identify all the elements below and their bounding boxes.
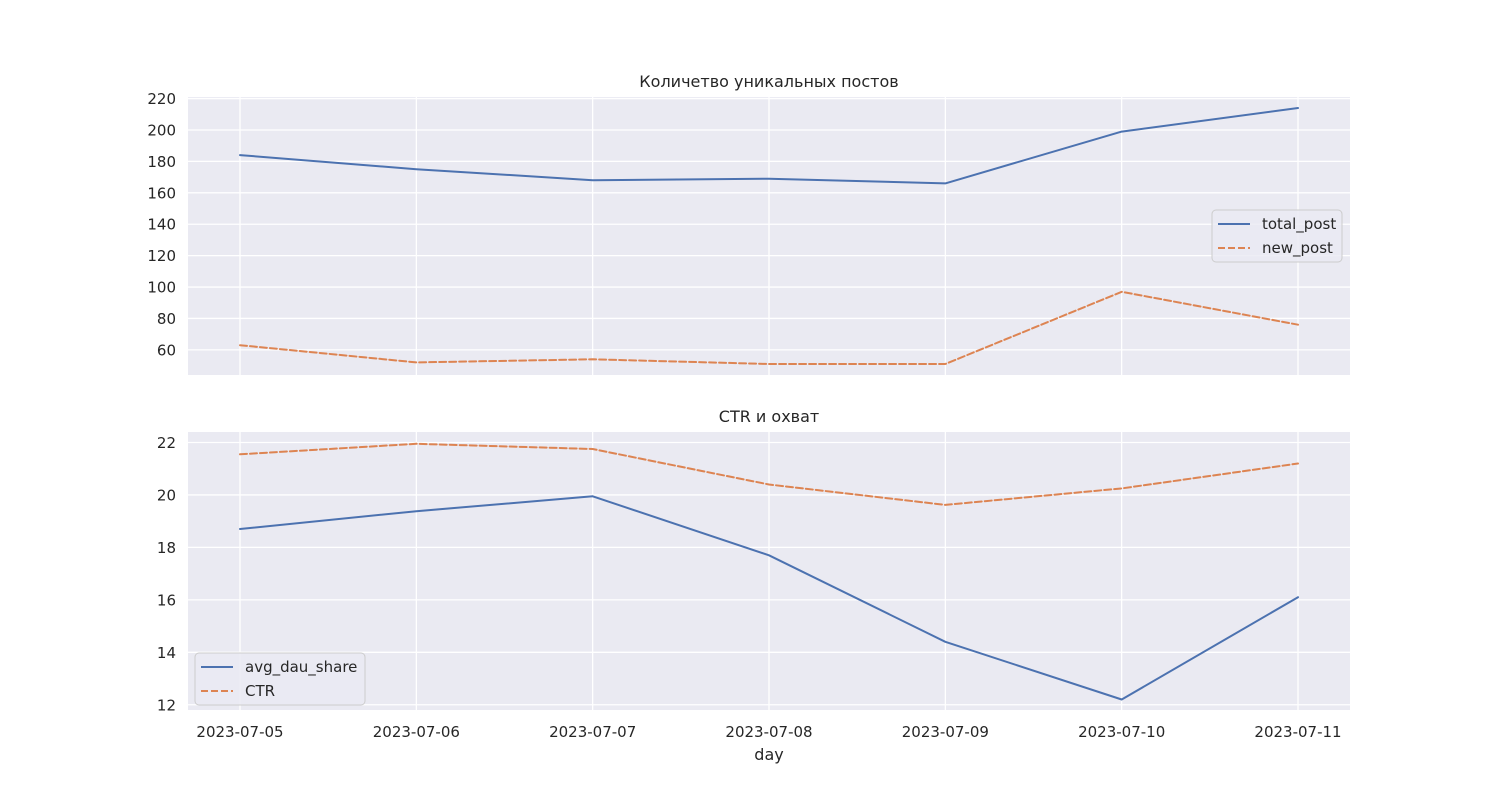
chart-title: Количетво уникальных постов [639, 72, 898, 91]
chart-panel-1: 60 80 100 120 140 160 180 200 220 Количетво уника… [147, 72, 1350, 375]
legend: avg_dau_share CTR [194, 652, 366, 706]
chart-title: CTR и охват [719, 407, 819, 426]
x-tick-label: 2023-07-11 [1254, 723, 1341, 741]
y-tick-label: 16 [157, 591, 176, 609]
legend-label-new_post: new_post [1262, 239, 1333, 258]
x-tick-label: 2023-07-05 [196, 723, 283, 741]
legend-label-avg_dau_share: avg_dau_share [245, 658, 357, 677]
x-axis-label: day [754, 745, 783, 764]
series-line-total_post [239, 107, 1299, 185]
y-tick-label: 12 [157, 696, 176, 714]
y-tick-label: 20 [157, 486, 176, 504]
legend-label-total_post: total_post [1262, 215, 1336, 234]
y-tick-label: 180 [147, 153, 176, 171]
y-tick-label: 80 [157, 310, 176, 328]
legend-label-CTR: CTR [245, 682, 275, 700]
y-tick-label: 200 [147, 121, 176, 139]
y-tick-label: 220 [147, 90, 176, 108]
y-tick-label: 14 [157, 644, 176, 662]
series-line-avg_dau_share [239, 495, 1299, 701]
x-tick-label: 2023-07-08 [725, 723, 812, 741]
legend-box [194, 652, 366, 706]
x-tick-label: 2023-07-10 [1078, 723, 1165, 741]
series-line-CTR [239, 442, 1299, 506]
x-tick-label: 2023-07-09 [902, 723, 989, 741]
y-tick-label: 160 [147, 184, 176, 202]
y-tick-label: 60 [157, 341, 176, 359]
y-tick-label: 100 [147, 279, 176, 297]
x-tick-label: 2023-07-06 [373, 723, 460, 741]
legend: total_post new_post [1211, 209, 1343, 263]
chart-panel-2: 12 14 16 18 20 22 CTR и охват avg_dau_share CTR 2… [157, 407, 1350, 764]
y-tick-label: 18 [157, 539, 176, 557]
x-tick-label: 2023-07-07 [549, 723, 636, 741]
y-tick-label: 22 [157, 434, 176, 452]
y-tick-label: 140 [147, 216, 176, 234]
y-tick-label: 120 [147, 247, 176, 265]
